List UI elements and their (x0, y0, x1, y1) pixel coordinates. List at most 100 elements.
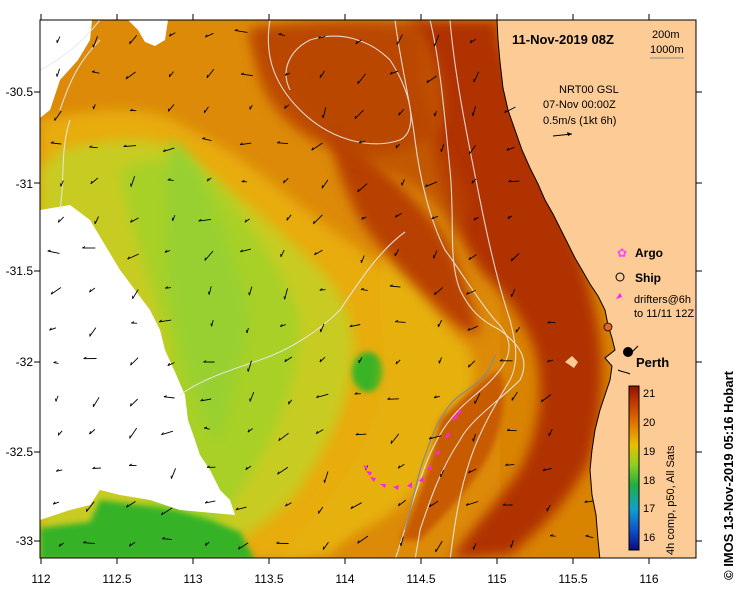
current-vector-head (433, 113, 436, 117)
x-tick-label: 114.5 (406, 572, 435, 586)
current-vector (283, 177, 289, 184)
current-vector (435, 540, 443, 553)
current-vector-head (210, 323, 213, 327)
current-vector (172, 214, 176, 221)
current-vector-head (547, 359, 550, 363)
current-vector (350, 502, 362, 510)
current-vector (245, 465, 252, 471)
y-tick-label: -31 (16, 177, 34, 191)
current-vector (468, 360, 476, 368)
current-vector (318, 35, 326, 39)
current-vector-head (395, 361, 398, 365)
current-vector (161, 507, 173, 516)
current-vector-head (283, 296, 286, 300)
current-vector (358, 357, 363, 364)
current-vector (285, 502, 292, 507)
current-vector (357, 183, 368, 193)
current-vector-head (473, 217, 476, 221)
current-vector (89, 287, 96, 293)
current-vector (440, 143, 445, 153)
current-vector-head (288, 401, 290, 405)
current-vector-head (169, 33, 172, 37)
current-vector (548, 429, 553, 437)
current-vector (322, 541, 329, 550)
current-vector (315, 429, 324, 435)
current-vector-head (161, 537, 165, 540)
current-date: 07-Nov 00:00Z (543, 99, 616, 111)
current-vector (324, 471, 329, 483)
current-vector-head (438, 360, 440, 364)
x-tick-label: 113.5 (254, 572, 283, 586)
colorbar-tick: 16 (643, 532, 655, 544)
current-vector-head (429, 503, 432, 508)
current-vector-head (395, 319, 399, 323)
current-vector-head (360, 287, 364, 290)
current-vector (585, 535, 594, 539)
current-vector (200, 398, 212, 402)
current-vector-head (395, 214, 398, 218)
current-vector (126, 501, 136, 508)
current-vector (211, 319, 214, 327)
x-axis-labels: 112 112.5 113 113.5 114 114.5 115 115.5 … (31, 572, 658, 586)
current-vector-head (200, 398, 204, 402)
current-vector (83, 542, 95, 544)
current-vector-head (284, 72, 288, 76)
x-tick-label: 114 (335, 572, 354, 586)
current-vector-head (52, 501, 56, 505)
current-vector (168, 104, 175, 112)
current-vector (249, 391, 255, 402)
current-vector-head (508, 179, 512, 183)
current-vector (204, 250, 214, 261)
current-vector (400, 536, 404, 547)
current-vector-head (247, 429, 250, 433)
current-vector-head (235, 507, 239, 511)
current-vector-head (82, 246, 86, 249)
current-vector-head (433, 395, 437, 399)
current-vector (440, 469, 445, 478)
isobath-label-200: 200m (652, 29, 680, 41)
current-vector-head (126, 504, 129, 508)
current-vector (395, 321, 406, 323)
current-vector-head (161, 512, 164, 516)
current-vector (358, 140, 366, 144)
current-vector (278, 432, 289, 442)
current-vector-head (55, 398, 57, 402)
current-vector (241, 73, 253, 77)
current-vector-head (505, 463, 509, 466)
current-vector-head (202, 137, 206, 140)
current-vector-head (547, 320, 551, 324)
current-vector-head (279, 324, 283, 327)
current-vector (466, 501, 479, 506)
current-vector (277, 142, 289, 145)
current-vector (510, 253, 520, 262)
current-vector-head (167, 178, 171, 181)
current-vector-head (89, 431, 92, 435)
current-vector-head (167, 362, 170, 366)
current-vector (58, 216, 65, 223)
current-vector-head (203, 360, 207, 363)
current-vector (284, 356, 293, 363)
current-vector (204, 106, 209, 114)
current-vector-head (584, 500, 588, 503)
current-vector-head (398, 112, 400, 116)
current-vectors (47, 28, 594, 553)
current-vector-head (89, 289, 92, 293)
current-vector-head (167, 108, 170, 112)
current-vector-head (399, 542, 402, 547)
current-vector-head (357, 188, 360, 193)
current-vector (169, 71, 174, 78)
current-vector-head (130, 183, 132, 187)
current-vector-head (276, 541, 280, 544)
current-vector (204, 427, 210, 430)
current-vector (89, 327, 97, 337)
current-vector-head (389, 284, 393, 287)
current-vector (130, 398, 139, 407)
current-vector (202, 138, 212, 142)
current-vector (56, 36, 61, 44)
drifter-tracks (363, 409, 462, 490)
colorbar: 21 20 19 18 17 16 4h comp, p50, All Sats (628, 385, 677, 555)
current-vector (469, 38, 477, 44)
current-source: NRT00 GSL (559, 84, 619, 96)
current-vector-head (248, 292, 250, 296)
current-vector (92, 467, 101, 470)
